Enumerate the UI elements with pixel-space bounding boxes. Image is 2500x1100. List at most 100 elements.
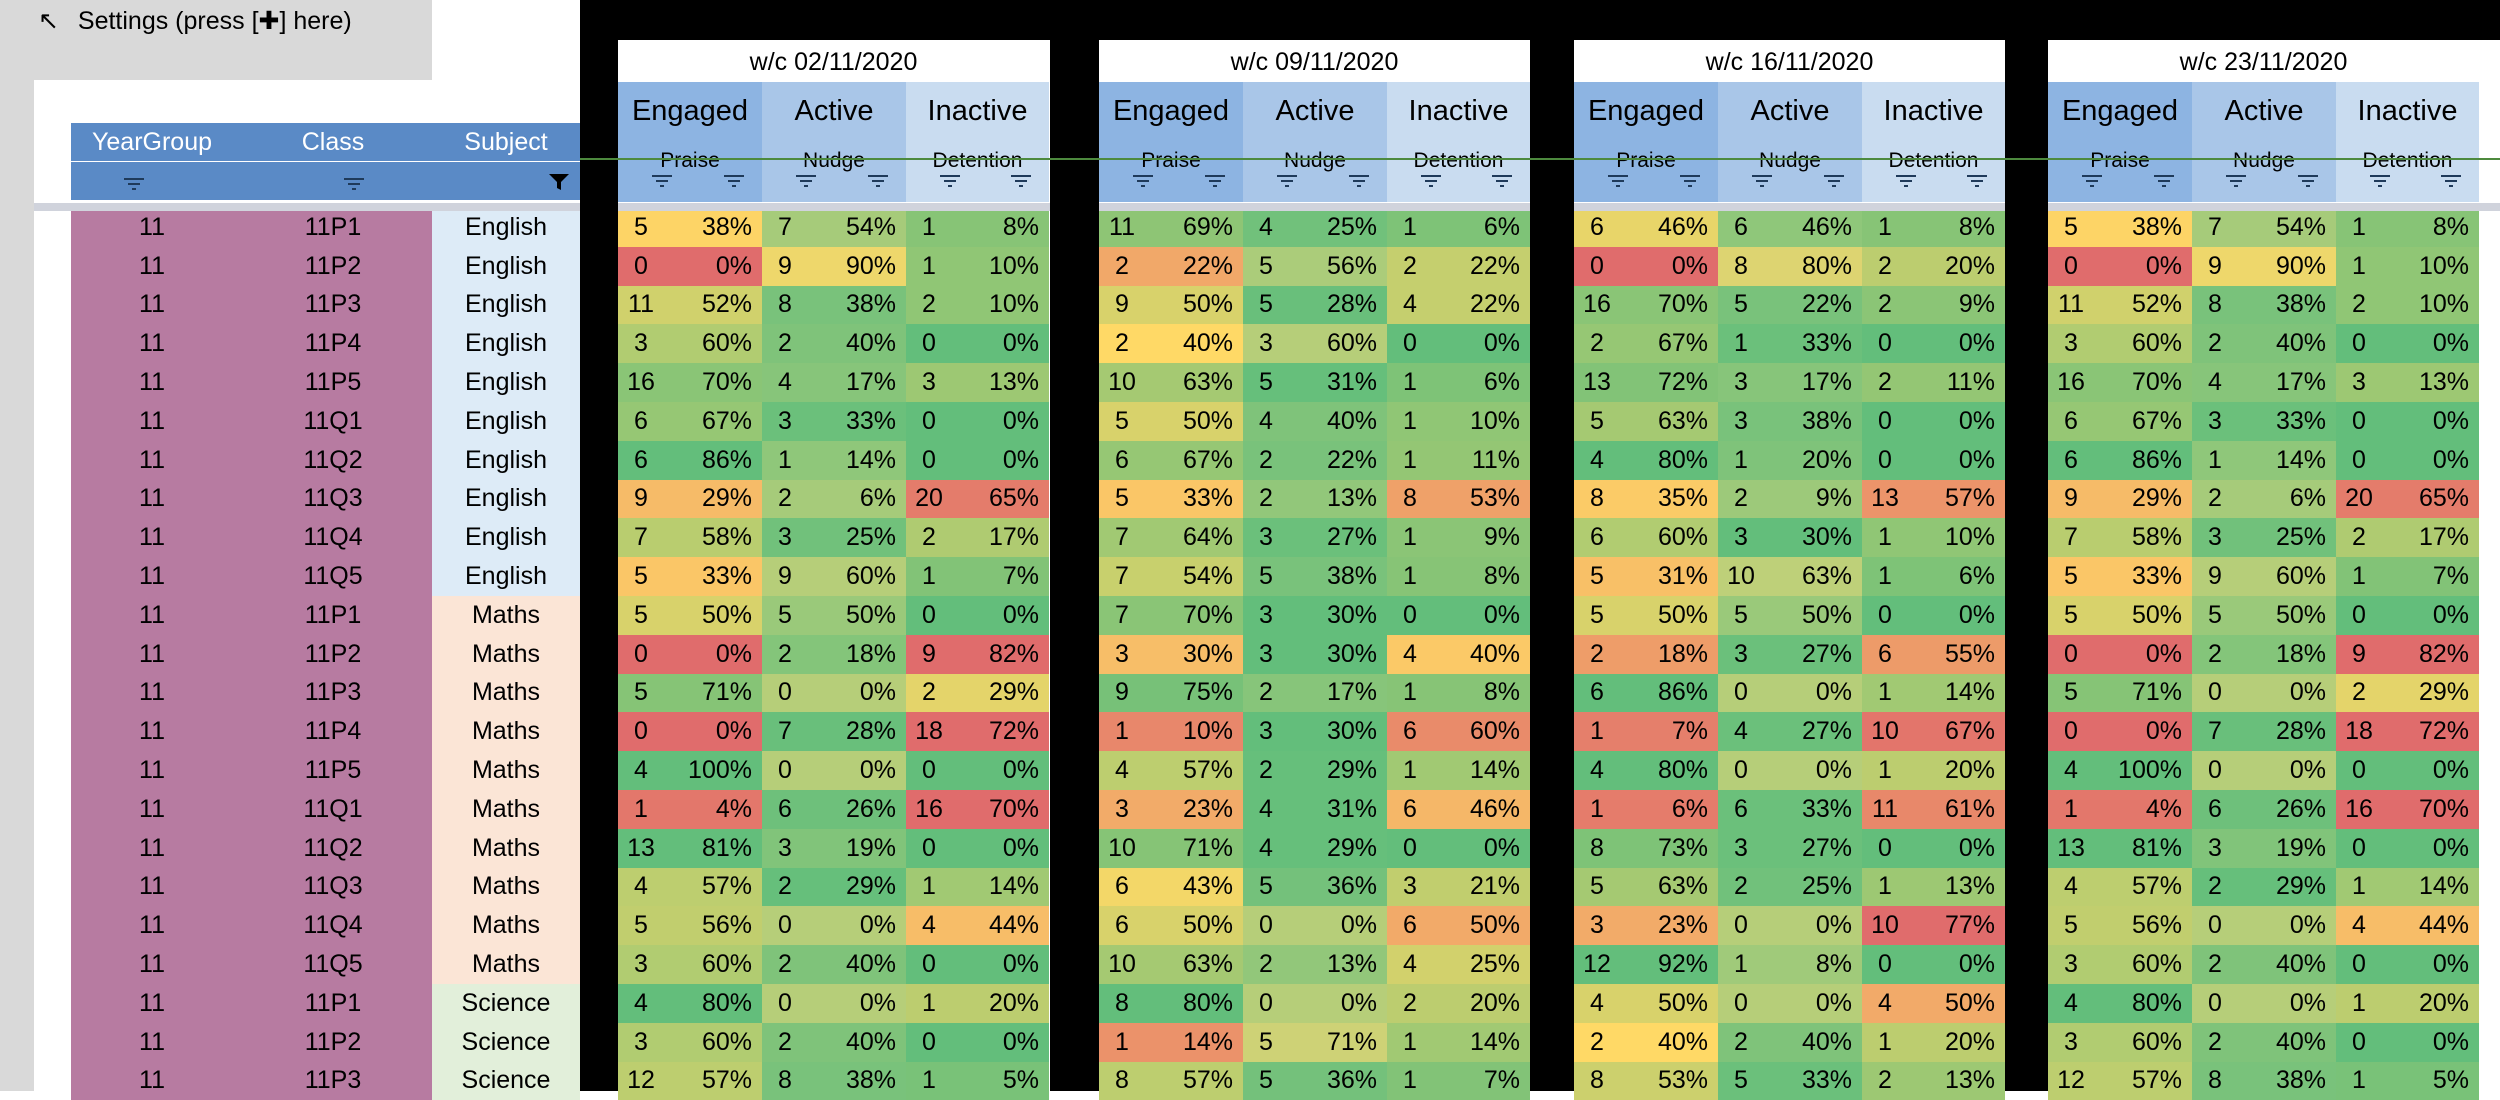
count-value: 0	[634, 251, 648, 280]
count-filter-icon[interactable]	[2225, 174, 2247, 188]
percent-filter-icon[interactable]	[1679, 174, 1701, 188]
heatmap-cell: 1 8%	[1387, 557, 1530, 596]
heatmap-cell: 13 72%	[1574, 363, 1718, 402]
heatmap-cell: 0 0%	[1718, 906, 1862, 946]
count-filter-icon[interactable]	[1751, 174, 1773, 188]
count-filter-icon[interactable]	[939, 174, 961, 188]
count-value: 4	[1259, 212, 1273, 241]
percent-filter-icon[interactable]	[2297, 174, 2319, 188]
percent-value: 0%	[859, 678, 896, 707]
count-value: 7	[778, 212, 792, 241]
count-value: 1	[2064, 794, 2078, 823]
count-value: 0	[2352, 950, 2366, 979]
percent-filter-icon[interactable]	[2153, 174, 2175, 188]
heatmap-cell: 9 50%	[1099, 285, 1243, 325]
heatmap-cell: 18 72%	[2336, 712, 2479, 752]
count-value: 4	[2208, 368, 2222, 397]
count-value: 0	[2352, 756, 2366, 785]
settings-button[interactable]: ↖ Settings (press [✚] here)	[0, 0, 432, 80]
heatmap-cell: 0 0%	[618, 634, 762, 674]
percent-value: 30%	[1326, 600, 1377, 629]
heatmap-cell: 2 6%	[2192, 479, 2336, 519]
group-subtitle: Nudge	[1759, 149, 1821, 172]
heatmap-cell: 3 60%	[2048, 945, 2192, 984]
percent-filter-icon[interactable]	[1966, 174, 1988, 188]
subject-cell: Maths	[432, 751, 580, 790]
yeargroup-cell: 11	[71, 1061, 233, 1100]
class-cell: 11P1	[233, 984, 433, 1023]
heatmap-cell: 0 0%	[1243, 984, 1387, 1023]
heatmap-cell: 8 38%	[762, 285, 906, 325]
count-value: 1	[1115, 1027, 1129, 1056]
percent-filter-icon[interactable]	[2440, 174, 2462, 188]
heatmap-cell: 0 0%	[1574, 246, 1718, 286]
heatmap-cell: 8 35%	[1574, 479, 1718, 519]
percent-value: 0%	[715, 251, 752, 280]
group-title: Inactive	[927, 94, 1028, 127]
percent-filter-icon[interactable]	[723, 174, 745, 188]
percent-value: 29%	[845, 872, 896, 901]
heatmap-cell: 3 38%	[1718, 402, 1862, 441]
class-cell: 11P3	[233, 285, 433, 325]
class-filter-icon[interactable]	[343, 177, 365, 191]
column-group-header: Engaged Praise	[2048, 82, 2192, 202]
heatmap-cell: 5 71%	[618, 673, 762, 713]
count-filter-icon[interactable]	[651, 174, 673, 188]
heatmap-cell: 1 6%	[1574, 790, 1718, 829]
count-value: 1	[922, 251, 936, 280]
yeargroup-filter-icon[interactable]	[123, 177, 145, 191]
subject-header[interactable]: Subject	[432, 123, 580, 161]
percent-value: 9%	[1958, 290, 1995, 319]
count-value: 1	[1878, 212, 1892, 241]
count-value: 20	[915, 484, 943, 513]
percent-filter-icon[interactable]	[1823, 174, 1845, 188]
group-title: Inactive	[1408, 94, 1509, 127]
count-filter-icon[interactable]	[1276, 174, 1298, 188]
count-value: 2	[1259, 950, 1273, 979]
percent-value: 29%	[1326, 756, 1377, 785]
count-filter-icon[interactable]	[1132, 174, 1154, 188]
yeargroup-cell: 11	[71, 246, 233, 286]
yeargroup-header[interactable]: YearGroup	[71, 123, 233, 161]
percent-value: 33%	[1182, 484, 1233, 513]
count-value: 5	[2064, 212, 2078, 241]
percent-filter-icon[interactable]	[867, 174, 889, 188]
count-value: 5	[1115, 406, 1129, 435]
count-filter-icon[interactable]	[1420, 174, 1442, 188]
count-value: 0	[778, 756, 792, 785]
count-filter-icon[interactable]	[1607, 174, 1629, 188]
group-subtitle: Nudge	[803, 149, 865, 172]
count-value: 2	[1734, 1027, 1748, 1056]
heatmap-cell: 0 0%	[906, 440, 1049, 480]
count-value: 1	[1403, 368, 1417, 397]
heatmap-cell: 0 0%	[2336, 1022, 2479, 1062]
count-value: 3	[2208, 833, 2222, 862]
count-filter-icon[interactable]	[2081, 174, 2103, 188]
count-value: 13	[627, 833, 655, 862]
heatmap-cell: 1 10%	[2336, 246, 2479, 286]
subject-cell: Maths	[432, 906, 580, 946]
percent-value: 70%	[1182, 600, 1233, 629]
percent-filter-icon[interactable]	[1204, 174, 1226, 188]
percent-value: 53%	[1657, 1066, 1708, 1095]
heatmap-cell: 2 22%	[1099, 246, 1243, 286]
count-filter-icon[interactable]	[2369, 174, 2391, 188]
heatmap-cell: 4 44%	[906, 906, 1049, 946]
heatmap-cell: 5 50%	[1574, 596, 1718, 635]
percent-value: 8%	[1002, 212, 1039, 241]
count-value: 5	[634, 678, 648, 707]
percent-filter-icon[interactable]	[1010, 174, 1032, 188]
count-value: 3	[634, 1027, 648, 1056]
percent-value: 40%	[845, 1027, 896, 1056]
count-value: 2	[2208, 872, 2222, 901]
subject-filter-icon[interactable]	[548, 173, 570, 190]
count-filter-icon[interactable]	[1895, 174, 1917, 188]
percent-filter-icon[interactable]	[1348, 174, 1370, 188]
class-header[interactable]: Class	[233, 123, 433, 161]
heatmap-cell: 9 60%	[2192, 557, 2336, 596]
count-value: 0	[778, 911, 792, 940]
count-value: 0	[2208, 756, 2222, 785]
percent-filter-icon[interactable]	[1491, 174, 1513, 188]
count-filter-icon[interactable]	[795, 174, 817, 188]
percent-value: 38%	[845, 290, 896, 319]
